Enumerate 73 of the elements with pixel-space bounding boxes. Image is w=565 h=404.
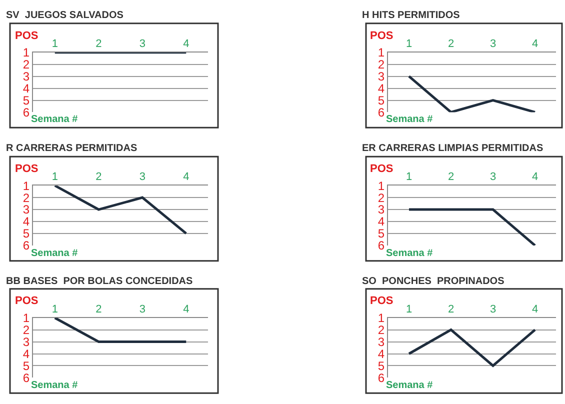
x-axis-title: Semana # (31, 114, 78, 125)
y-axis-title: POS (370, 30, 394, 42)
y-tick-label: 4 (378, 214, 385, 229)
x-tick-label: 4 (183, 303, 190, 316)
y-tick-label: 4 (378, 81, 385, 96)
x-axis-title: Semana # (31, 248, 78, 259)
chart-title: R CARRERAS PERMITIDAS (6, 143, 138, 154)
x-tick-label: 4 (183, 38, 190, 50)
x-tick-label: 1 (52, 38, 58, 50)
chart-title: SO PONCHES PROPINADOS (362, 276, 505, 287)
y-tick-label: 4 (22, 81, 30, 96)
y-tick-label: 6 (378, 105, 385, 120)
y-tick-label: 3 (22, 202, 30, 217)
x-tick-label: 4 (532, 171, 538, 184)
line-series (54, 186, 188, 235)
x-tick-label: 2 (96, 38, 102, 50)
y-tick-label: 3 (378, 202, 385, 217)
y-tick-label: 5 (378, 93, 385, 108)
x-axis-title: Semana # (386, 114, 434, 125)
y-tick-label: 2 (378, 323, 385, 338)
x-tick-label: 3 (490, 38, 496, 50)
y-axis-title: POS (370, 163, 394, 175)
y-axis-title: POS (370, 295, 394, 307)
y-tick-label: 2 (22, 58, 30, 72)
x-tick-label: 2 (448, 303, 454, 316)
y-tick-label: 2 (22, 323, 30, 338)
x-tick-label: 3 (139, 38, 146, 50)
y-tick-label: 4 (22, 346, 30, 361)
y-tick-label: 6 (22, 105, 30, 120)
y-tick-label: 6 (378, 238, 385, 253)
x-tick-label: 4 (532, 38, 538, 50)
y-tick-label: 2 (22, 190, 30, 205)
x-tick-label: 3 (490, 171, 496, 184)
chart-title: ER CARRERAS LIMPIAS PERMITIDAS (362, 143, 544, 154)
y-tick-label: 6 (22, 370, 30, 385)
x-axis-title: Semana # (386, 248, 434, 259)
x-tick-label: 2 (96, 303, 102, 316)
y-tick-label: 3 (22, 334, 30, 349)
y-tick-label: 4 (22, 214, 30, 229)
x-tick-label: 1 (52, 171, 58, 184)
y-axis-title: POS (15, 295, 38, 307)
chart-title: SV JUEGOS SALVADOS (6, 10, 124, 21)
x-tick-label: 1 (406, 38, 412, 50)
y-tick-label: 2 (378, 190, 385, 205)
x-tick-label: 4 (183, 171, 190, 184)
y-tick-label: 3 (378, 334, 385, 349)
y-tick-label: 5 (378, 358, 385, 373)
x-tick-label: 3 (490, 303, 496, 316)
x-tick-label: 3 (139, 171, 146, 184)
y-tick-label: 6 (378, 370, 385, 385)
y-tick-label: 6 (22, 238, 30, 253)
x-tick-label: 1 (406, 171, 412, 184)
y-tick-label: 3 (22, 70, 30, 84)
y-tick-label: 5 (22, 358, 30, 373)
x-tick-label: 4 (532, 303, 538, 316)
x-tick-label: 2 (448, 171, 454, 184)
x-tick-label: 1 (406, 303, 412, 316)
x-tick-label: 3 (139, 303, 146, 316)
chart-title: H HITS PERMITIDOS (362, 10, 460, 21)
y-tick-label: 5 (22, 226, 30, 241)
y-tick-label: 5 (22, 93, 30, 108)
x-axis-title: Semana # (31, 380, 78, 391)
y-tick-label: 5 (378, 226, 385, 241)
y-tick-label: 2 (378, 58, 385, 72)
x-tick-label: 1 (52, 303, 58, 316)
y-tick-label: 3 (378, 70, 385, 84)
y-tick-label: 4 (378, 346, 385, 361)
y-axis-title: POS (15, 163, 38, 175)
chart-title: BB BASES POR BOLAS CONCEDIDAS (6, 276, 194, 287)
x-axis-title: Semana # (386, 380, 434, 391)
x-tick-label: 2 (448, 38, 454, 50)
x-tick-label: 2 (96, 171, 102, 184)
y-axis-title: POS (15, 30, 38, 42)
